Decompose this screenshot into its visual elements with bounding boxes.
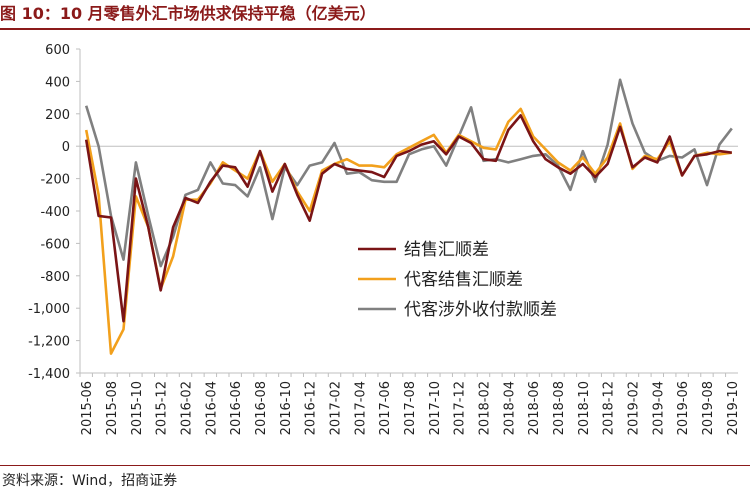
source-note: 资料来源：Wind，招商证券 bbox=[2, 473, 178, 489]
x-tick-label: 2016-06 bbox=[229, 381, 244, 435]
y-tick-label: -1,400 bbox=[28, 367, 70, 382]
x-tick-label: 2019-08 bbox=[701, 381, 716, 435]
x-tick-label: 2017-08 bbox=[403, 381, 418, 435]
x-tick-label: 2017-04 bbox=[353, 381, 368, 435]
legend-label: 结售汇顺差 bbox=[404, 240, 489, 260]
x-tick-label: 2015-12 bbox=[155, 381, 170, 435]
x-tick-label: 2019-04 bbox=[651, 381, 666, 435]
x-tick-label: 2016-02 bbox=[180, 381, 195, 435]
x-tick-label: 2019-06 bbox=[676, 381, 691, 435]
x-tick-label: 2015-08 bbox=[105, 381, 120, 435]
x-tick-label: 2017-10 bbox=[428, 381, 443, 435]
y-tick-label: 200 bbox=[45, 108, 70, 123]
x-tick-label: 2018-06 bbox=[527, 381, 542, 435]
chart-axes: 600 400 200 0 -200 -400 -600 -800 -1,000 -1,200 -1… bbox=[28, 43, 741, 435]
x-tick-label: 2016-10 bbox=[279, 381, 294, 435]
x-tick-label: 2017-12 bbox=[453, 381, 468, 435]
x-tick-label: 2016-08 bbox=[254, 381, 269, 435]
y-tick-label: 0 bbox=[62, 140, 70, 155]
x-tick-label: 2015-10 bbox=[130, 381, 145, 435]
y-tick-label: -400 bbox=[40, 205, 70, 220]
title-underline bbox=[0, 28, 750, 30]
legend-label: 代客结售汇顺差 bbox=[404, 270, 523, 290]
y-tick-label: -800 bbox=[40, 270, 70, 285]
y-tick-label: -1,000 bbox=[28, 302, 70, 317]
y-tick-label: -200 bbox=[40, 173, 70, 188]
x-tick-label: 2015-06 bbox=[80, 381, 95, 435]
x-tick-label: 2017-06 bbox=[378, 381, 393, 435]
series-line-3 bbox=[84, 78, 733, 268]
x-tick-label: 2018-10 bbox=[577, 381, 592, 435]
figure-title: 图 10：10 月零售外汇市场供求保持平稳（亿美元） bbox=[0, 4, 376, 23]
x-tick-label: 2019-10 bbox=[726, 381, 741, 435]
y-tick-label: -1,200 bbox=[28, 335, 70, 350]
x-tick-label: 2018-02 bbox=[477, 381, 492, 435]
y-tick-label: -600 bbox=[40, 237, 70, 252]
x-tick-label: 2019-02 bbox=[626, 381, 641, 435]
y-tick-label: 600 bbox=[45, 43, 70, 58]
x-tick-label: 2018-12 bbox=[602, 381, 617, 435]
x-tick-label: 2016-12 bbox=[304, 381, 319, 435]
x-tick-label: 2016-04 bbox=[204, 381, 219, 435]
series-layer bbox=[84, 78, 733, 355]
legend-label: 代客涉外收付款顺差 bbox=[404, 300, 557, 320]
x-tick-label: 2018-04 bbox=[502, 381, 517, 435]
series-line-1 bbox=[84, 114, 732, 323]
x-tick-label: 2018-08 bbox=[552, 381, 567, 435]
y-tick-label: 400 bbox=[45, 75, 70, 90]
source-divider bbox=[0, 465, 750, 466]
x-tick-label: 2017-02 bbox=[329, 381, 344, 435]
